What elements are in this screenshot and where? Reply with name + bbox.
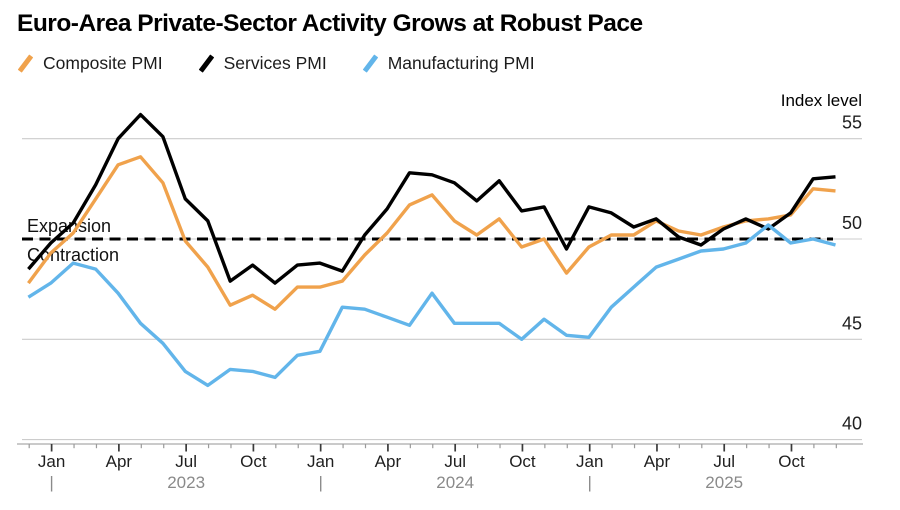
x-tick-label: Jul xyxy=(175,452,197,471)
legend-item-manufacturing: Manufacturing PMI xyxy=(362,53,535,74)
year-label-2023: 2023 xyxy=(167,473,205,492)
x-tick-label: Jan xyxy=(576,452,603,471)
x-tick-label: Apr xyxy=(375,452,402,471)
legend-label-composite: Composite PMI xyxy=(43,53,163,73)
manufacturing-pmi-line xyxy=(27,223,836,388)
year-separator: | xyxy=(49,473,53,492)
x-tick-label: Apr xyxy=(644,452,671,471)
year-label-2025: 2025 xyxy=(705,473,743,492)
legend-item-composite: Composite PMI xyxy=(17,53,163,74)
x-tick-label: Apr xyxy=(106,452,133,471)
contraction-label: Contraction xyxy=(27,245,119,265)
composite-pmi-line xyxy=(27,155,836,311)
legend-label-services: Services PMI xyxy=(223,53,327,73)
year-separator: | xyxy=(318,473,322,492)
year-separator: | xyxy=(587,473,591,492)
y-tick-label-50: 50 xyxy=(842,213,862,233)
x-tick-label: Oct xyxy=(509,452,536,471)
services-pmi-line xyxy=(27,112,836,285)
year-label-2024: 2024 xyxy=(436,473,474,492)
x-tick-label: Jan xyxy=(38,452,65,471)
y-tick-label-45: 45 xyxy=(842,313,862,333)
chart-legend: Composite PMI Services PMI Manufacturing… xyxy=(17,53,535,74)
x-tick-label: Jul xyxy=(444,452,466,471)
x-tick-label: Oct xyxy=(240,452,267,471)
x-tick-label: Jul xyxy=(713,452,735,471)
legend-item-services: Services PMI xyxy=(198,53,327,74)
chart-title: Euro-Area Private-Sector Activity Grows … xyxy=(17,10,643,37)
y-tick-label-55: 55 xyxy=(842,113,862,133)
legend-label-manufacturing: Manufacturing PMI xyxy=(387,53,535,73)
x-tick-label: Jan xyxy=(307,452,334,471)
y-axis-title: Index level xyxy=(781,91,862,110)
y-tick-label-40: 40 xyxy=(842,414,862,434)
x-tick-label: Oct xyxy=(778,452,805,471)
